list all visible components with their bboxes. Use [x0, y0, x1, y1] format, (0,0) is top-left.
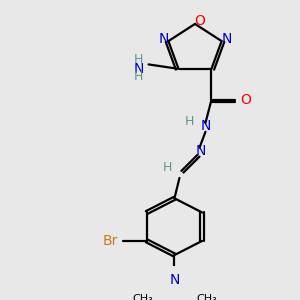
Text: N: N — [195, 144, 206, 158]
Text: N: N — [221, 32, 232, 46]
Text: N: N — [134, 62, 144, 76]
Text: Br: Br — [103, 234, 118, 248]
Text: N: N — [158, 32, 169, 46]
Text: CH₃: CH₃ — [196, 294, 217, 300]
Text: H: H — [134, 53, 143, 67]
Text: H: H — [134, 70, 143, 83]
Text: N: N — [200, 119, 211, 134]
Text: O: O — [240, 93, 251, 107]
Text: N: N — [169, 273, 180, 287]
Text: O: O — [195, 14, 206, 28]
Text: H: H — [185, 115, 194, 128]
Text: CH₃: CH₃ — [132, 294, 153, 300]
Text: H: H — [163, 161, 172, 174]
